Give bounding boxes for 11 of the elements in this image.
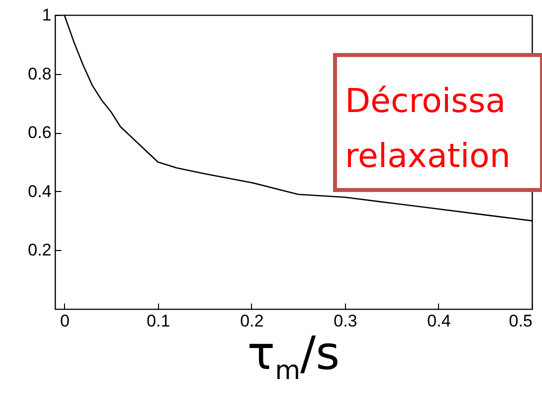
annotation: Décroissa [345,81,506,120]
annotation: relaxation [345,136,510,175]
x-tick-label: 0 [60,312,70,330]
x-tick-label: 0.1 [146,312,170,330]
x-tick-label: 0.4 [427,312,451,330]
y-tick-label: 0.8 [28,64,52,84]
y-tick-label: 0.6 [28,123,52,142]
y-tick-label: 0.4 [28,182,52,201]
x-tick-label: 0.5 [508,312,532,330]
y-tick-label: 1 [42,6,52,24]
y-tick-label: 0.2 [28,240,52,260]
